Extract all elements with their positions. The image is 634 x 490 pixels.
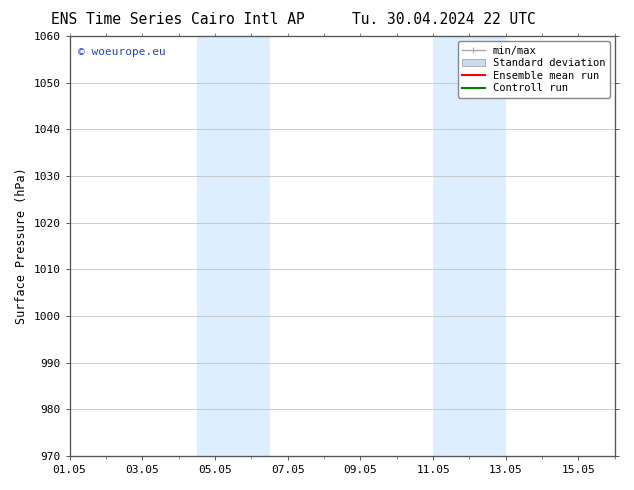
Text: ENS Time Series Cairo Intl AP: ENS Time Series Cairo Intl AP	[51, 12, 304, 27]
Legend: min/max, Standard deviation, Ensemble mean run, Controll run: min/max, Standard deviation, Ensemble me…	[458, 41, 610, 98]
Text: © woeurope.eu: © woeurope.eu	[78, 47, 165, 57]
Bar	[197, 36, 269, 456]
Y-axis label: Surface Pressure (hPa): Surface Pressure (hPa)	[15, 168, 28, 324]
Bar	[433, 36, 506, 456]
Text: Tu. 30.04.2024 22 UTC: Tu. 30.04.2024 22 UTC	[352, 12, 536, 27]
